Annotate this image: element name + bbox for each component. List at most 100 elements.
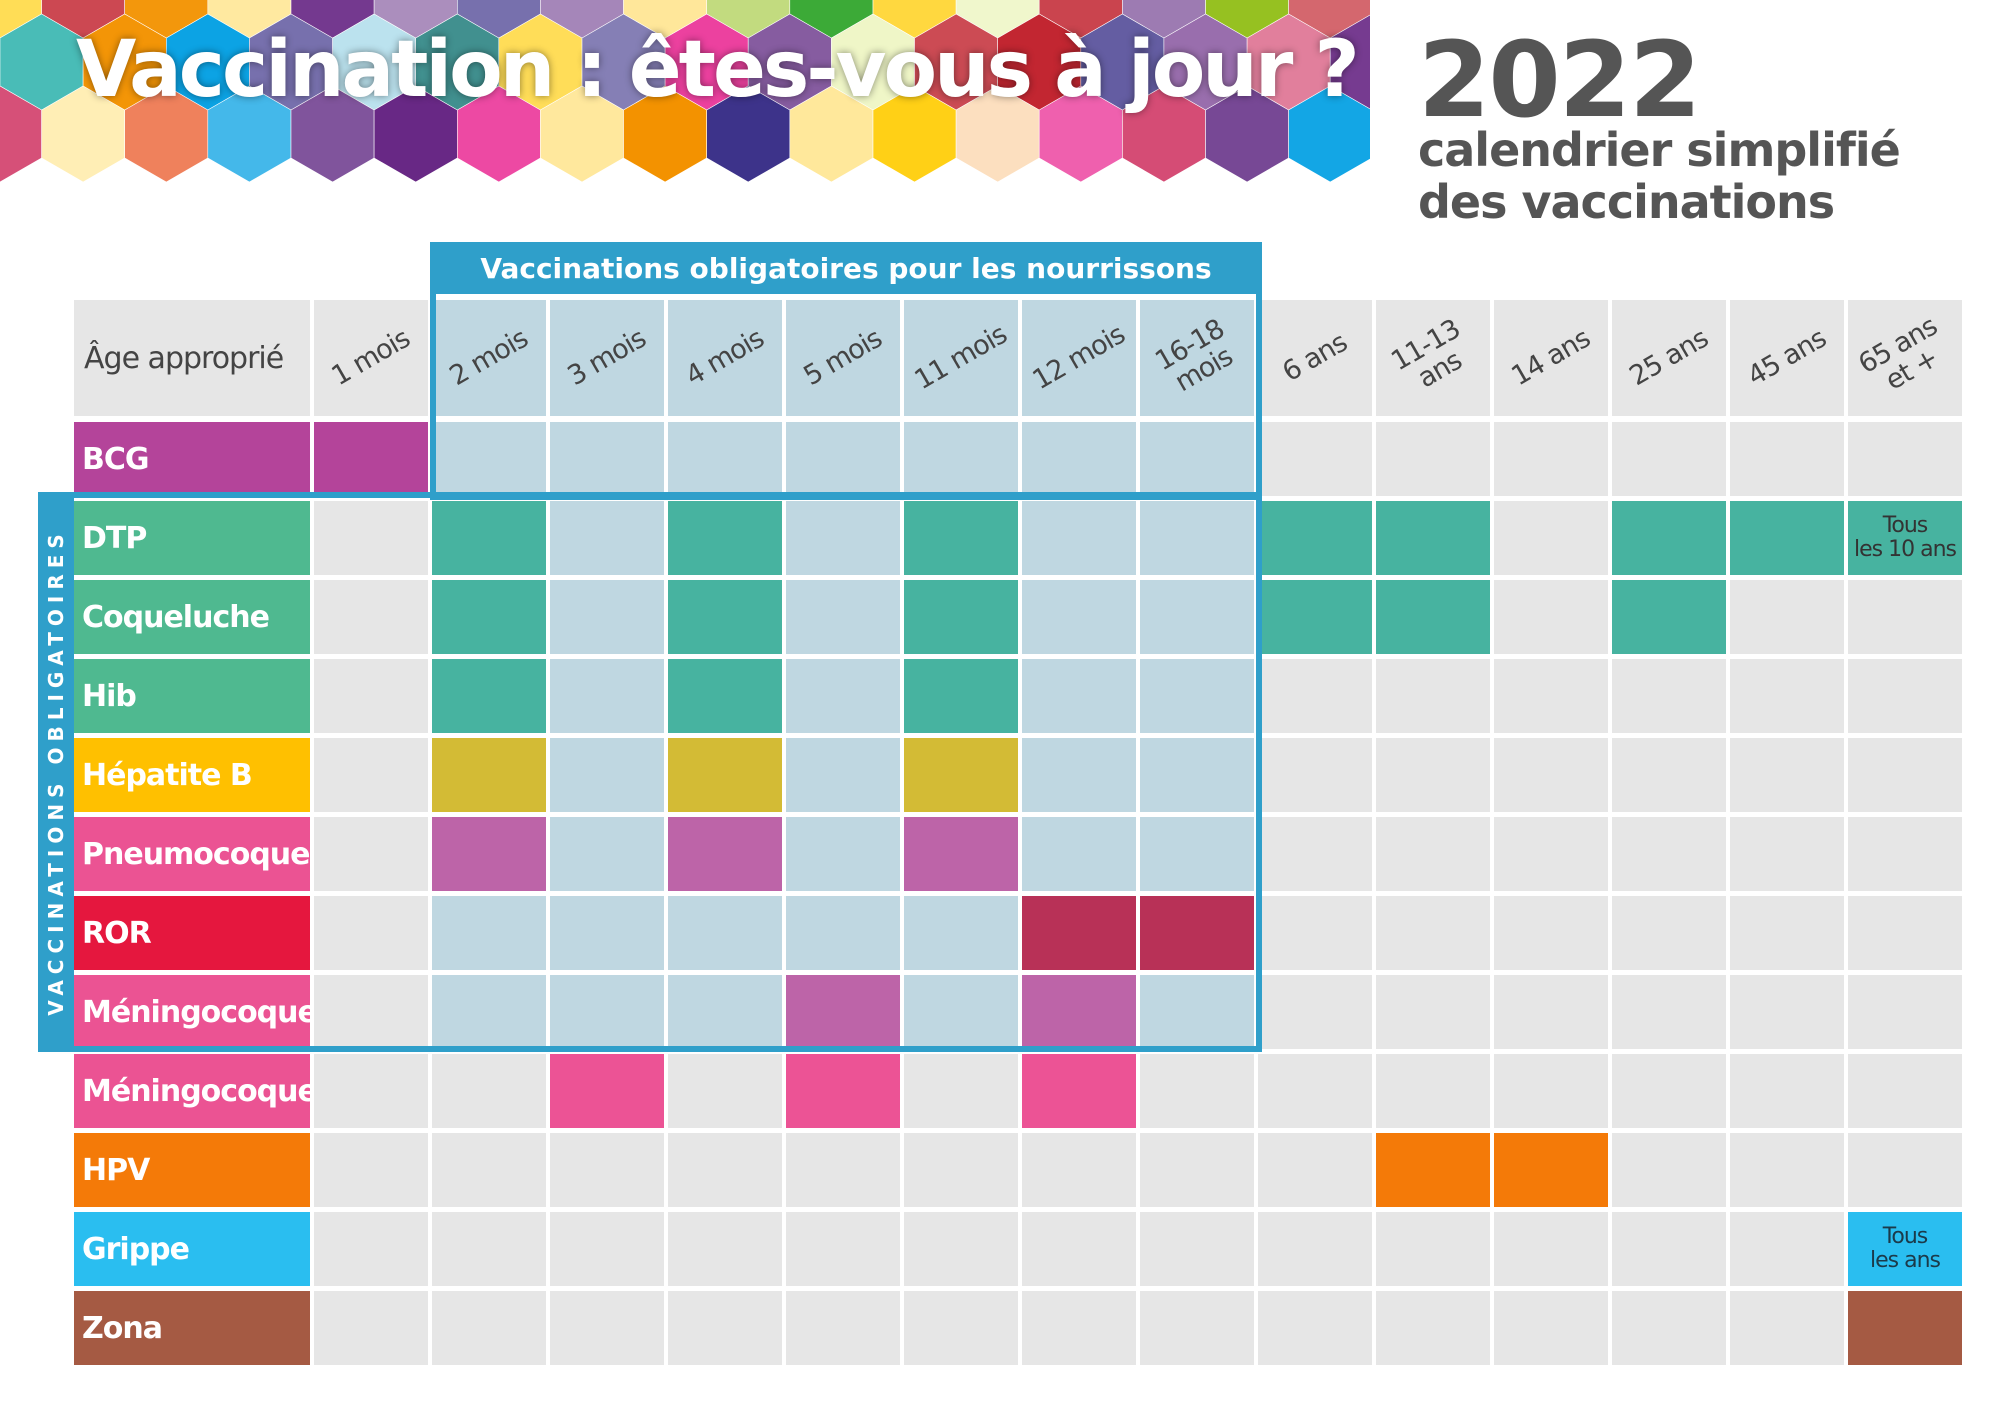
empty-cell [550,422,664,496]
empty-cell [432,975,546,1049]
empty-cell [550,580,664,654]
dose-marker [1612,501,1726,575]
empty-cell [1376,896,1490,970]
empty-cell [1730,738,1844,812]
vaccine-label: HPV [74,1133,310,1207]
dose-marker [904,738,1018,812]
age-label: 14 ans [1506,322,1596,393]
empty-cell [314,817,428,891]
empty-cell [1376,659,1490,733]
empty-cell [786,1133,900,1207]
vaccine-label: Hépatite B [74,738,310,812]
dose-marker [1612,580,1726,654]
empty-cell [1022,1291,1136,1365]
dose-marker [1022,975,1136,1049]
age-column-header: 4 mois [668,300,782,416]
empty-cell [1376,738,1490,812]
dose-marker [786,975,900,1049]
empty-cell [1730,1133,1844,1207]
dose-marker [904,501,1018,575]
empty-cell [1848,896,1962,970]
empty-cell [432,1212,546,1286]
empty-cell [1022,738,1136,812]
dose-marker [1022,1054,1136,1128]
empty-cell [1848,1133,1962,1207]
empty-cell [432,1054,546,1128]
empty-cell [1258,975,1372,1049]
age-column-header: 16-18 mois [1140,300,1254,416]
empty-cell [1376,422,1490,496]
age-label: 12 mois [1027,319,1130,397]
empty-cell [1140,817,1254,891]
empty-cell [550,501,664,575]
age-label: 2 mois [444,323,533,393]
dose-marker [314,422,428,496]
dose-marker [904,659,1018,733]
empty-cell [1612,1212,1726,1286]
dose-marker [432,817,546,891]
empty-cell [1258,1212,1372,1286]
dose-marker [668,501,782,575]
empty-cell [1612,975,1726,1049]
dose-marker [432,738,546,812]
age-label: 6 ans [1277,327,1353,389]
empty-cell [1258,1291,1372,1365]
empty-cell [1022,817,1136,891]
empty-cell [1730,1212,1844,1286]
empty-cell [1730,975,1844,1049]
note-line-1: Tous [1882,1224,1929,1249]
age-column-header: 25 ans [1612,300,1726,416]
empty-cell [1730,659,1844,733]
empty-cell [668,896,782,970]
empty-cell [1022,659,1136,733]
empty-cell [314,580,428,654]
age-label: 25 ans [1624,322,1714,393]
empty-cell [786,501,900,575]
empty-cell [550,975,664,1049]
dose-marker [432,659,546,733]
empty-cell [1730,422,1844,496]
hexagon-banner [0,0,1370,183]
calendar-year: 2022 [1418,19,1701,141]
empty-cell [1730,1054,1844,1128]
empty-cell [1022,501,1136,575]
empty-cell [1022,1212,1136,1286]
age-column-header: 11 mois [904,300,1018,416]
empty-cell [1140,1291,1254,1365]
age-header-label: Âge approprié [84,340,284,376]
empty-cell [1140,501,1254,575]
empty-cell [1730,580,1844,654]
empty-cell [1140,580,1254,654]
calendar-subtitle: calendrier simplifié des vaccinations [1418,123,1901,228]
note-line-2: les ans [1870,1248,1941,1273]
empty-cell [1612,1291,1726,1365]
vaccine-label: DTP [74,501,310,575]
dose-marker [668,738,782,812]
age-label: 4 mois [680,323,769,393]
empty-cell [1258,738,1372,812]
empty-cell [314,659,428,733]
empty-cell [904,1054,1018,1128]
interval-note: Tous les ans [1848,1212,1962,1286]
empty-cell [314,1291,428,1365]
dose-marker [1376,580,1490,654]
empty-cell [314,1133,428,1207]
age-label: 1 mois [326,323,415,393]
empty-cell [1494,738,1608,812]
age-column-header: 1 mois [314,300,428,416]
age-label: 3 mois [562,323,651,393]
empty-cell [1140,1212,1254,1286]
age-column-header: 11-13 ans [1376,300,1490,416]
empty-cell [1140,1054,1254,1128]
empty-cell [904,1212,1018,1286]
empty-cell [1612,896,1726,970]
empty-cell [1848,1054,1962,1128]
empty-cell [1140,975,1254,1049]
empty-cell [1258,896,1372,970]
subtitle-line-1: calendrier simplifié [1418,123,1901,177]
vaccine-label: Hib [74,659,310,733]
empty-cell [1848,659,1962,733]
empty-cell [1140,1133,1254,1207]
empty-cell [550,1291,664,1365]
empty-cell [668,1133,782,1207]
